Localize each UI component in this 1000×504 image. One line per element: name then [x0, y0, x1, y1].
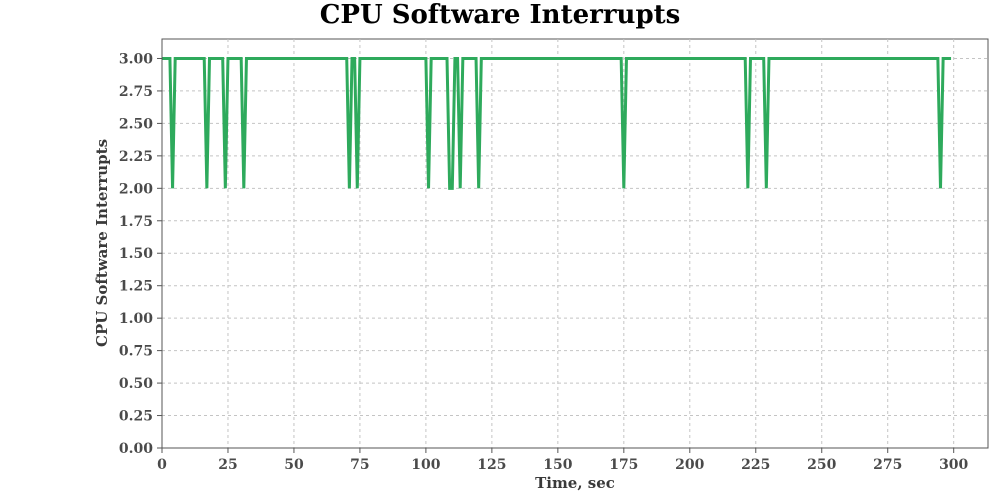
series-layer: [162, 56, 952, 190]
x-tick-label: 0: [157, 457, 167, 473]
x-tick-label: 100: [411, 457, 440, 473]
y-axis-ticks: 0.00 0.25 0.50 0.75 1.00 1.25 1.50 1.75 2.00 2.25…: [119, 51, 162, 457]
y-tick-label: 2.50: [119, 116, 153, 132]
x-tick-label: 250: [807, 457, 836, 473]
x-tick-label: 50: [284, 457, 304, 473]
x-tick-label: 75: [350, 457, 369, 473]
y-tick-label: 1.00: [119, 311, 153, 327]
x-tick-label: 275: [873, 457, 902, 473]
y-tick-label: 2.75: [119, 84, 153, 100]
plot-area: [161, 38, 989, 449]
x-axis-label: Time, sec: [535, 474, 615, 492]
y-tick-label: 1.50: [119, 246, 153, 262]
x-tick-label: 225: [741, 457, 770, 473]
x-tick-label: 125: [477, 457, 506, 473]
y-tick-label: 0.00: [119, 441, 153, 457]
x-axis-ticks: 0 25 50 75 100 125 150 175 200 225 250 275 300: [157, 448, 969, 473]
y-tick-label: 1.75: [119, 214, 153, 230]
chart-title: CPU Software Interrupts: [320, 0, 681, 30]
y-axis-label: CPU Software Interrupts: [93, 139, 111, 347]
y-tick-label: 0.50: [119, 376, 153, 392]
x-tick-label: 150: [543, 457, 572, 473]
x-tick-label: 300: [939, 457, 968, 473]
axes: [161, 39, 988, 449]
series-line-0: [162, 56, 952, 190]
x-tick-label: 175: [609, 457, 638, 473]
y-tick-label: 0.75: [119, 344, 153, 360]
x-tick-label: 200: [675, 457, 704, 473]
y-tick-label: 0.25: [119, 409, 153, 425]
x-tick-label: 25: [218, 457, 237, 473]
y-tick-label: 2.00: [119, 181, 153, 197]
y-tick-label: 3.00: [119, 51, 153, 67]
y-tick-label: 2.25: [119, 149, 153, 165]
y-tick-label: 1.25: [119, 279, 153, 295]
